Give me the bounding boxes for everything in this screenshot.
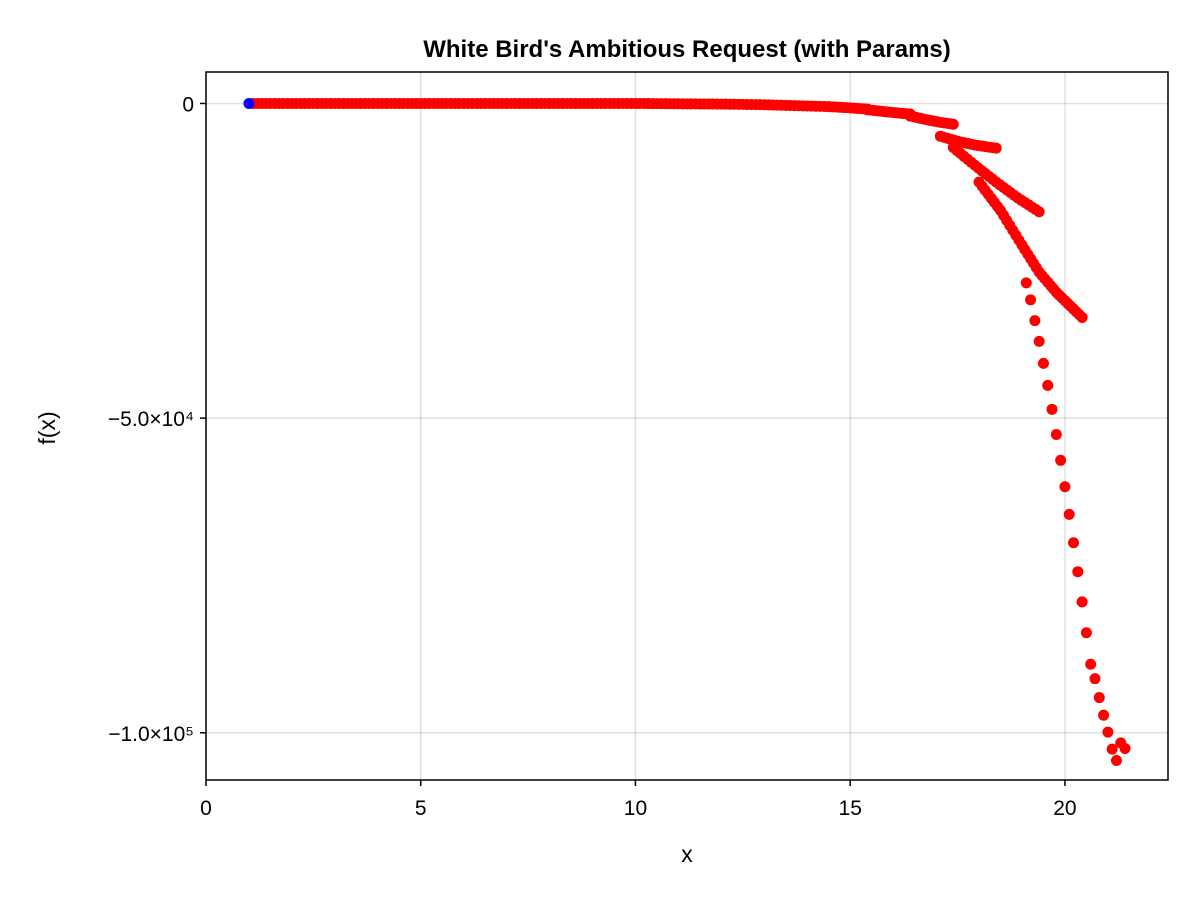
red-data-point [1119,743,1131,755]
red-data-point [1089,673,1101,685]
red-data-point [1102,726,1114,738]
red-data-point [1098,709,1110,721]
chart-title: White Bird's Ambitious Request (with Par… [423,36,951,63]
red-data-point [1110,754,1122,766]
red-data-point [1093,692,1105,704]
red-data-point [1033,206,1045,218]
y-axis-ticks: 0 −5.0×10⁴ −1.0×10⁵ [108,93,206,746]
red-data-point [947,118,959,130]
y-tick-label: −1.0×10⁵ [108,723,194,746]
red-data-point [1037,357,1049,369]
red-data-point [1050,428,1062,440]
x-axis-ticks: 0 5 10 15 20 [200,780,1077,820]
y-tick-label: 0 [182,93,194,116]
x-axis-label: x [681,841,693,867]
x-tick-label: 0 [200,797,212,820]
plot-frame [205,71,1169,781]
red-data-point [1106,743,1118,755]
x-tick-label: 5 [415,797,427,820]
red-data-point [1076,596,1088,608]
red-data-point [1025,294,1037,306]
red-data-point [1063,508,1075,520]
red-data-point [1080,627,1092,639]
x-tick-label: 15 [839,797,862,820]
blue-data-point [243,97,255,109]
red-data-point [1059,481,1071,493]
y-axis-label: f(x) [34,411,60,444]
red-data-point [1042,379,1054,391]
red-data-point [1055,454,1067,466]
red-data-point [1072,566,1084,578]
red-data-point [1068,537,1080,549]
x-tick-label: 10 [624,797,647,820]
red-data-point [990,142,1002,154]
data-points [243,97,1131,766]
red-data-point [1033,335,1045,347]
red-data-point [1085,658,1097,670]
red-data-point [1020,277,1032,289]
red-data-point [1029,315,1041,327]
grid [205,72,1168,780]
red-data-point [1046,403,1058,415]
x-tick-label: 20 [1053,797,1076,820]
red-data-point [1076,311,1088,323]
y-tick-label: −5.0×10⁴ [108,408,194,431]
